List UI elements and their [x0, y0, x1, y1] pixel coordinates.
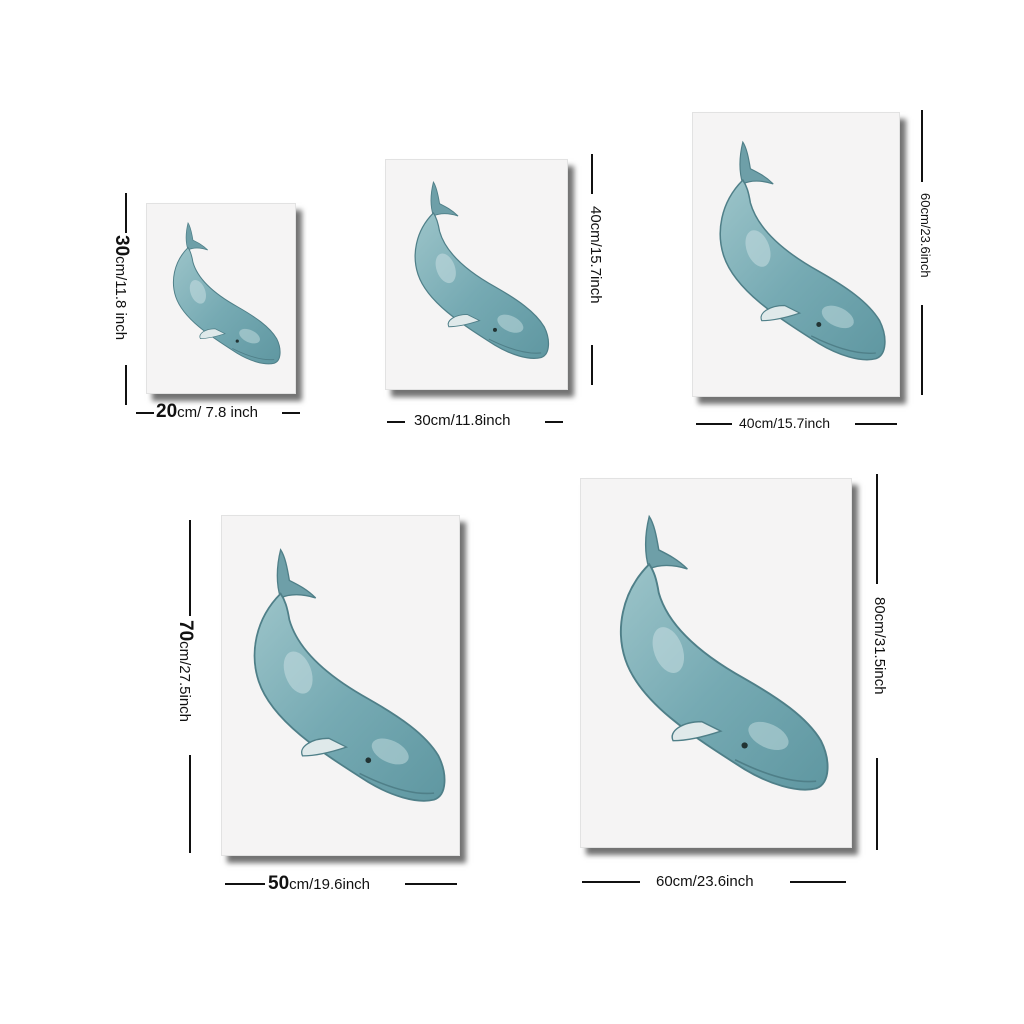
- height-label: 80cm/31.5inch: [871, 597, 888, 695]
- width-line-left: [696, 423, 732, 425]
- width-line-left: [582, 881, 640, 883]
- height-line-top: [591, 154, 593, 194]
- width-line-left: [387, 421, 405, 423]
- height-line-top: [189, 520, 191, 616]
- width-label: 20cm/ 7.8 inch: [156, 401, 259, 422]
- poster-60x80: [580, 478, 852, 848]
- width-label: 60cm/23.6inch: [656, 873, 754, 890]
- width-line-right: [405, 883, 457, 885]
- height-line-bottom: [921, 305, 923, 395]
- height-label: 60cm/23.6inch: [918, 193, 933, 278]
- width-line-left: [225, 883, 265, 885]
- width-line-right: [790, 881, 846, 883]
- width-line-right: [545, 421, 563, 423]
- height-line-bottom: [591, 345, 593, 385]
- height-label: 40cm/15.7inch: [587, 206, 604, 304]
- whale-illustration: [172, 222, 281, 365]
- width-label: 30cm/11.8inch: [414, 412, 511, 429]
- poster-40x60: [692, 112, 900, 397]
- width-line-left: [136, 412, 154, 414]
- height-line-top: [876, 474, 878, 584]
- width-label: 50cm/19.6inch: [268, 873, 371, 894]
- poster-30x40: [385, 159, 568, 390]
- width-line-right: [855, 423, 897, 425]
- height-line-top: [125, 193, 127, 233]
- height-line-bottom: [876, 758, 878, 850]
- width-label: 40cm/15.7inch: [739, 415, 831, 431]
- height-line-top: [921, 110, 923, 182]
- poster-20x30: [146, 203, 296, 394]
- height-label: 70cm/27.5inch: [175, 620, 196, 723]
- whale-illustration: [253, 548, 446, 802]
- poster-50x70: [221, 515, 460, 856]
- width-line-right: [282, 412, 300, 414]
- height-line-bottom: [189, 755, 191, 853]
- whale-illustration: [414, 181, 550, 360]
- height-line-bottom: [125, 365, 127, 405]
- height-label: 30cm/11.8 inch: [111, 235, 132, 341]
- whale-illustration: [719, 141, 886, 361]
- whale-illustration: [619, 515, 829, 791]
